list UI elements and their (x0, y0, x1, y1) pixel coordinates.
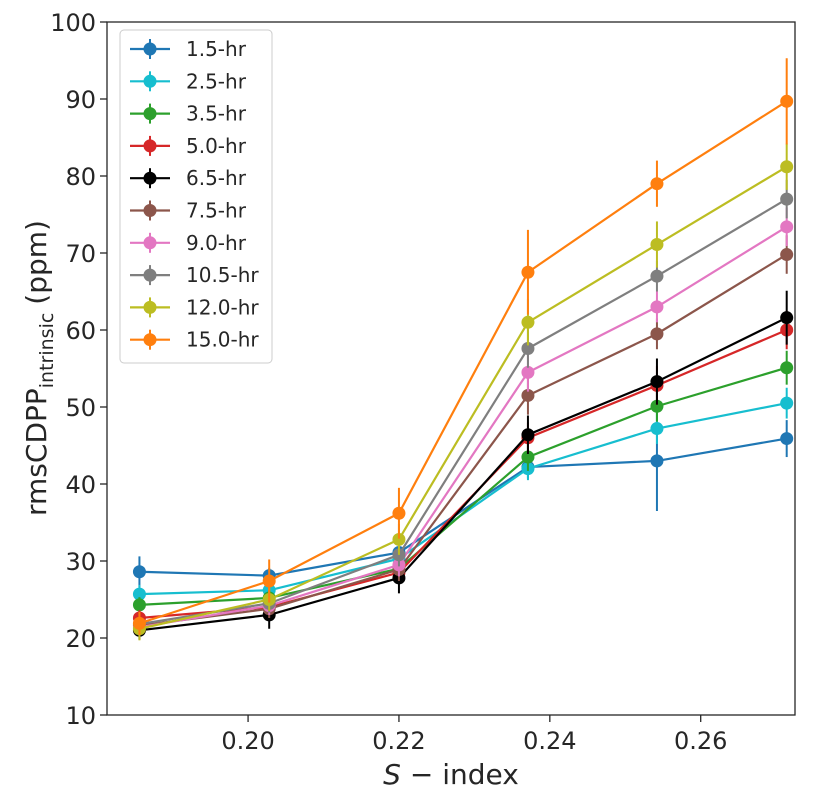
marker (392, 506, 406, 520)
y-tick-label: 80 (65, 163, 96, 191)
series-line (139, 253, 788, 627)
marker (650, 422, 664, 436)
x-tick-label: 0.22 (372, 727, 425, 755)
series-line (139, 437, 787, 577)
marker (132, 598, 146, 612)
legend-marker (143, 300, 157, 314)
marker (650, 177, 664, 191)
marker (521, 365, 535, 379)
marker (780, 396, 794, 410)
legend-marker (143, 171, 157, 185)
legend-label: 10.5-hr (186, 263, 259, 287)
marker (392, 532, 406, 546)
marker (262, 574, 276, 588)
legend-label: 3.5-hr (186, 102, 247, 126)
marker (132, 587, 146, 601)
marker (650, 454, 664, 468)
x-tick-label: 0.20 (221, 727, 274, 755)
legend-label: 5.0-hr (186, 134, 247, 158)
y-tick-label: 60 (65, 317, 96, 345)
marker (780, 94, 794, 108)
legend-label: 6.5-hr (186, 166, 247, 190)
marker (650, 269, 664, 283)
marker (780, 248, 794, 262)
marker (132, 565, 146, 579)
legend-marker (143, 139, 157, 153)
marker (521, 388, 535, 402)
marker (780, 220, 794, 234)
marker (132, 616, 146, 630)
legend-marker (143, 107, 157, 121)
x-axis-label: S − index (383, 758, 519, 791)
series-line (139, 100, 788, 625)
y-axis-label: rmsCDPPintrinsic (ppm) (20, 220, 58, 516)
series-line (139, 225, 788, 629)
marker (521, 315, 535, 329)
marker (780, 192, 794, 206)
series-line (139, 316, 788, 632)
plot-frame (106, 21, 796, 716)
marker (650, 327, 664, 341)
y-tick-label: 70 (65, 240, 96, 268)
marker (650, 399, 664, 413)
legend-marker (143, 333, 157, 347)
marker (780, 361, 794, 375)
marker (650, 300, 664, 314)
marker (650, 238, 664, 252)
legend-marker (143, 268, 157, 282)
y-label-part: intrinsic (36, 313, 58, 389)
y-tick-label: 10 (65, 702, 96, 730)
series-line (139, 198, 788, 626)
legend-marker (143, 74, 157, 88)
marker (521, 265, 535, 279)
y-tick-label: 40 (65, 471, 96, 499)
x-tick-label: 0.24 (523, 727, 576, 755)
legend-label: 7.5-hr (186, 199, 247, 223)
marker (650, 375, 664, 389)
legend-marker (143, 204, 157, 217)
legend-marker (143, 42, 157, 56)
marker (780, 432, 794, 446)
series-line (139, 366, 788, 606)
x-tick-label: 0.26 (674, 727, 727, 755)
legend-label: 1.5-hr (186, 37, 247, 61)
y-tick-label: 50 (65, 394, 96, 422)
series-line (139, 165, 788, 630)
y-tick-label: 20 (65, 625, 96, 653)
y-tick-label: 30 (65, 548, 96, 576)
marker (521, 450, 535, 464)
marker (521, 341, 535, 355)
legend-label: 12.0-hr (186, 295, 259, 319)
x-label-part: − index (410, 758, 519, 791)
legend-marker (143, 236, 157, 250)
y-label-part: rmsCDPP (20, 388, 53, 516)
legend-label: 15.0-hr (186, 328, 259, 352)
legend: 1.5-hr 2.5-hr 3.5-hr 5.0-hr 6.5-hr 7.5-hr 9.0-… (119, 29, 273, 364)
x-label-part: S (383, 758, 401, 791)
legend-label: 2.5-hr (186, 69, 247, 93)
marker (521, 428, 535, 442)
marker (780, 160, 794, 174)
y-label-part: (ppm) (20, 220, 53, 305)
legend-label: 9.0-hr (186, 231, 247, 255)
y-tick-label: 100 (50, 9, 96, 37)
y-tick-label: 90 (65, 86, 96, 114)
marker (780, 311, 794, 325)
